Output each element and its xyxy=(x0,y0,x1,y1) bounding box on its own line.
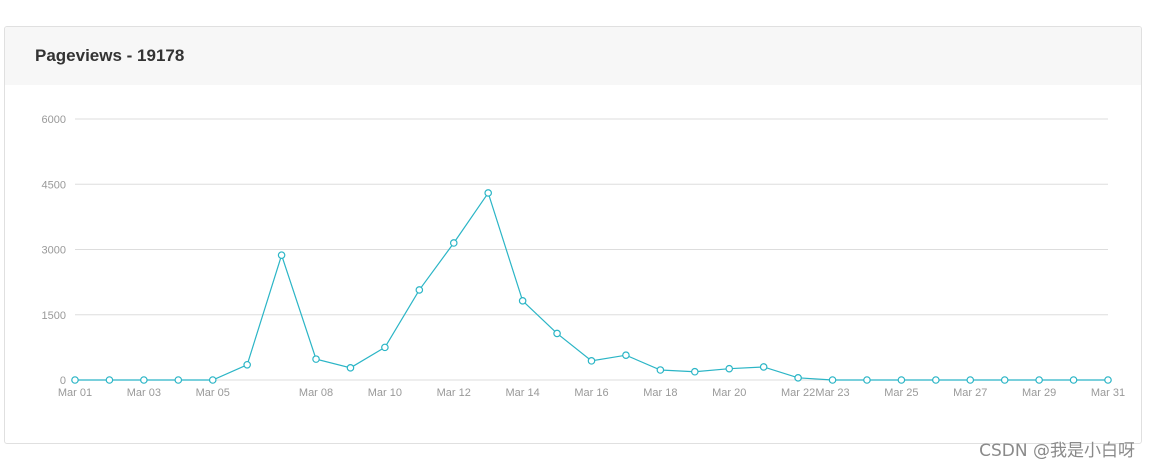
data-point[interactable] xyxy=(897,376,906,384)
data-point[interactable] xyxy=(932,376,940,384)
x-tick-label: Mar 29 xyxy=(1022,387,1056,399)
data-point[interactable] xyxy=(966,376,975,384)
data-point[interactable] xyxy=(346,364,355,372)
data-point[interactable] xyxy=(277,251,286,259)
data-point[interactable] xyxy=(1104,376,1112,384)
data-point[interactable] xyxy=(484,189,493,197)
x-tick-label: Mar 18 xyxy=(643,387,677,399)
x-tick-label: Mar 08 xyxy=(299,387,333,399)
data-point[interactable] xyxy=(415,286,424,294)
x-tick-label: Mar 31 xyxy=(1091,387,1125,399)
data-point[interactable] xyxy=(1035,376,1043,384)
data-point[interactable] xyxy=(1000,376,1009,384)
x-tick-label: Mar 20 xyxy=(712,387,746,399)
y-tick-label: 6000 xyxy=(42,114,66,126)
data-point[interactable] xyxy=(725,364,734,373)
data-point[interactable] xyxy=(71,376,79,384)
x-tick-label: Mar 05 xyxy=(196,387,230,399)
y-tick-label: 0 xyxy=(60,375,66,387)
data-point[interactable] xyxy=(140,376,148,384)
x-tick-label: Mar 25 xyxy=(884,387,918,399)
data-point[interactable] xyxy=(828,376,837,384)
data-point[interactable] xyxy=(794,374,802,382)
data-point[interactable] xyxy=(656,366,665,374)
data-point[interactable] xyxy=(243,360,251,369)
data-point[interactable] xyxy=(208,376,217,384)
data-point[interactable] xyxy=(1069,376,1078,384)
x-tick-label: Mar 27 xyxy=(953,387,987,399)
x-tick-label: Mar 23 xyxy=(815,387,849,399)
x-tick-label: Mar 03 xyxy=(127,387,161,399)
data-point[interactable] xyxy=(587,357,596,365)
x-tick-label: Mar 12 xyxy=(437,387,471,399)
y-tick-label: 3000 xyxy=(42,245,66,257)
data-point[interactable] xyxy=(449,239,458,247)
data-point[interactable] xyxy=(174,376,183,384)
data-point[interactable] xyxy=(381,343,389,352)
data-point[interactable] xyxy=(105,376,114,384)
watermark: CSDN @我是小白呀 xyxy=(979,441,1135,461)
pageviews-card: Pageviews - 19178 xyxy=(4,26,1142,444)
data-point[interactable] xyxy=(759,363,768,371)
series-line xyxy=(75,191,1108,381)
x-tick-label: Mar 22 xyxy=(781,387,815,399)
y-tick-label: 1500 xyxy=(42,310,66,322)
data-point[interactable] xyxy=(312,355,320,363)
y-tick-label: 4500 xyxy=(42,179,66,191)
x-tick-label: Mar 10 xyxy=(368,387,402,399)
data-point[interactable] xyxy=(863,376,871,384)
x-tick-label: Mar 01 xyxy=(58,387,92,399)
data-point[interactable] xyxy=(518,297,527,305)
data-point[interactable] xyxy=(553,329,561,338)
x-tick-label: Mar 16 xyxy=(574,387,608,399)
data-point[interactable] xyxy=(622,351,630,360)
card-header: Pageviews - 19178 xyxy=(5,27,1141,85)
x-tick-label: Mar 14 xyxy=(506,387,540,399)
data-point[interactable] xyxy=(690,367,699,376)
card-title: Pageviews - 19178 xyxy=(35,46,185,65)
